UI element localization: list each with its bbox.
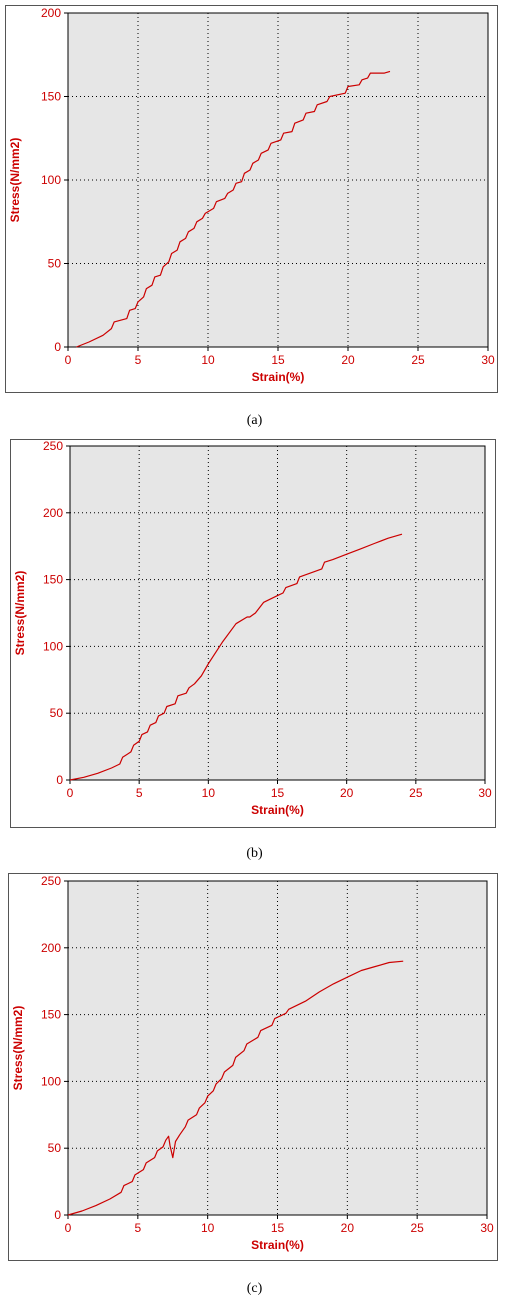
- y-tick-label: 200: [41, 6, 61, 20]
- x-tick-label: 10: [202, 786, 216, 800]
- x-tick-label: 30: [480, 1221, 494, 1235]
- stress-strain-chart-c: 0 5 10 15 20 25 30 0 50 100 150 200 250 Strain(%) Stre…: [8, 873, 498, 1261]
- x-tick-label: 15: [271, 786, 285, 800]
- x-tick-label: 25: [410, 1221, 424, 1235]
- x-tick-label: 0: [65, 353, 72, 367]
- chart-panel-b: 0 5 10 15 20 25 30 0 50 100 150 200 250 Strain(%) Stre…: [0, 434, 509, 832]
- y-tick-label: 100: [43, 639, 63, 653]
- x-tick-label: 0: [65, 1221, 72, 1235]
- x-tick-label: 20: [341, 353, 355, 367]
- y-axis-label: Stress(N/mm2): [8, 138, 22, 223]
- y-tick-label: 0: [56, 773, 63, 787]
- plot-area: [68, 13, 488, 347]
- y-tick-label: 150: [43, 573, 63, 587]
- y-axis-label: Stress(N/mm2): [13, 571, 27, 656]
- x-tick-label: 20: [340, 786, 354, 800]
- stress-strain-series-line: [67, 960, 404, 1216]
- chart-panel-c: 0 5 10 15 20 25 30 0 50 100 150 200 250 Strain(%) Stre…: [0, 868, 509, 1265]
- y-tick-label: 150: [41, 1008, 61, 1022]
- x-tick-label: 5: [134, 1221, 141, 1235]
- y-tick-label: 200: [43, 506, 63, 520]
- y-tick-label: 150: [41, 90, 61, 104]
- x-tick-label: 30: [478, 786, 492, 800]
- stress-strain-series-line: [69, 533, 403, 781]
- caption-a: (a): [246, 413, 263, 428]
- x-axis-label: Strain(%): [251, 1238, 304, 1252]
- x-tick-label: 5: [135, 353, 142, 367]
- plot-area: [68, 881, 487, 1215]
- x-tick-label: 10: [201, 1221, 215, 1235]
- x-tick-label: 15: [271, 353, 285, 367]
- stress-strain-series-line: [76, 70, 391, 348]
- x-tick-label: 25: [409, 786, 423, 800]
- caption-c: (c): [246, 1281, 263, 1296]
- stress-strain-chart-a: 0 5 10 15 20 25 30 0 50 100 150 200 Strain(%) Stress(…: [5, 5, 498, 393]
- y-tick-label: 50: [48, 257, 62, 271]
- y-tick-label: 50: [50, 706, 64, 720]
- chart-panel-a: 0 5 10 15 20 25 30 0 50 100 150 200 Strain(%) Stress(…: [0, 0, 509, 400]
- y-tick-label: 200: [41, 941, 61, 955]
- y-tick-label: 100: [41, 173, 61, 187]
- x-tick-label: 10: [201, 353, 215, 367]
- y-tick-label: 250: [41, 874, 61, 888]
- stress-strain-chart-b: 0 5 10 15 20 25 30 0 50 100 150 200 250 Strain(%) Stre…: [10, 439, 496, 828]
- caption-b: (b): [246, 846, 263, 861]
- y-tick-label: 100: [41, 1074, 61, 1088]
- y-tick-label: 50: [48, 1141, 62, 1155]
- x-tick-label: 20: [341, 1221, 355, 1235]
- x-tick-label: 5: [136, 786, 143, 800]
- x-axis-label: Strain(%): [251, 803, 304, 817]
- y-tick-label: 0: [54, 1208, 61, 1222]
- x-axis-label: Strain(%): [252, 370, 305, 384]
- x-tick-label: 0: [67, 786, 74, 800]
- y-tick-label: 0: [54, 340, 61, 354]
- y-tick-label: 250: [43, 439, 63, 453]
- x-tick-label: 30: [481, 353, 495, 367]
- y-axis-label: Stress(N/mm2): [11, 1006, 25, 1091]
- x-tick-label: 25: [411, 353, 425, 367]
- plot-area: [70, 446, 485, 780]
- x-tick-label: 15: [271, 1221, 285, 1235]
